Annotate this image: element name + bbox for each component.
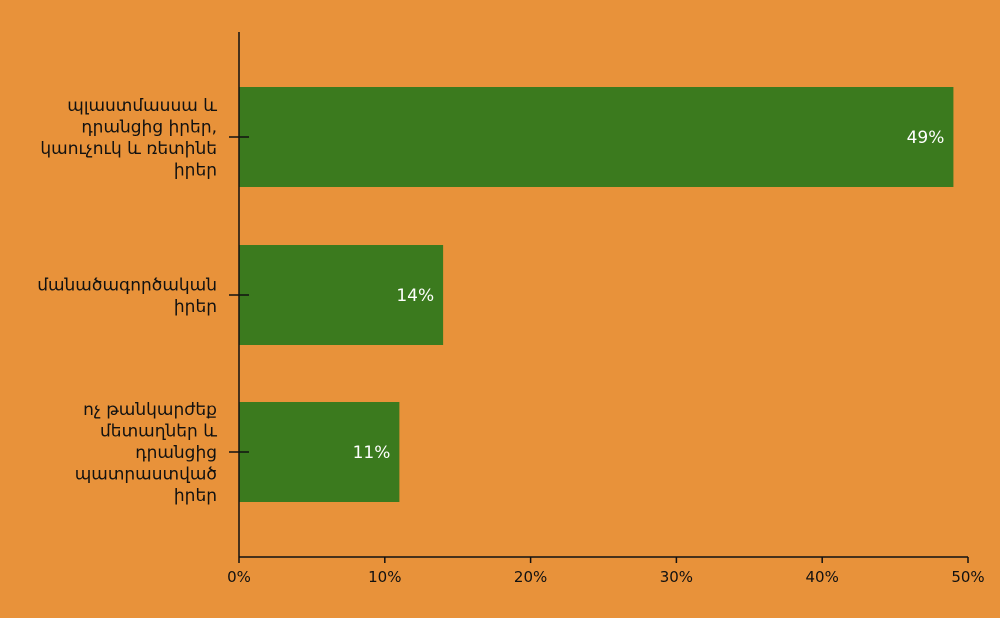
x-tick-label-4: 40% — [806, 568, 839, 586]
category-label-line: իրեր — [174, 297, 217, 317]
x-tick-label-5: 50% — [951, 568, 984, 586]
bar-value-label-0: 49% — [907, 128, 945, 148]
bar-1 — [239, 245, 444, 345]
category-label-2: ոչ թանկարժեք մետաղներ և դրանցից պատրաստված ի… — [75, 400, 217, 506]
category-label-line: իրեր — [174, 486, 217, 506]
category-label-line: մետաղներ և — [100, 422, 217, 442]
category-label-line: պլաստմասսա և — [67, 96, 217, 116]
bar-value-label-1: 14% — [396, 286, 434, 306]
category-label-line: ոչ թանկարժեք — [83, 400, 217, 420]
category-label-1: մանածագործական իրեր — [37, 275, 217, 317]
bar-value-label-2: 11% — [353, 443, 391, 463]
category-label-line: պատրաստված — [75, 465, 217, 485]
x-tick-label-1: 10% — [368, 568, 401, 586]
bar-0 — [239, 87, 954, 187]
category-label-line: մանածագործական — [37, 275, 217, 295]
axes-group — [229, 32, 969, 563]
bars-group — [239, 87, 954, 502]
category-label-0: պլաստմասսա և դրանցից իրեր, կաուչուկ և ռետի… — [40, 96, 217, 181]
labels-group: 49% 14% 11% պլաստմասսա և դրանցից իրեր, կաուչո… — [37, 96, 984, 586]
x-tick-label-3: 30% — [660, 568, 693, 586]
category-label-line: իրեր — [174, 160, 217, 180]
bar-2 — [239, 402, 400, 502]
x-tick-label-0: 0% — [227, 568, 251, 586]
x-tick-label-2: 20% — [514, 568, 547, 586]
category-label-line: դրանցից իրեր, — [81, 117, 217, 137]
category-label-line: կաուչուկ և ռետինե — [40, 139, 217, 159]
category-label-line: դրանցից — [135, 443, 217, 463]
